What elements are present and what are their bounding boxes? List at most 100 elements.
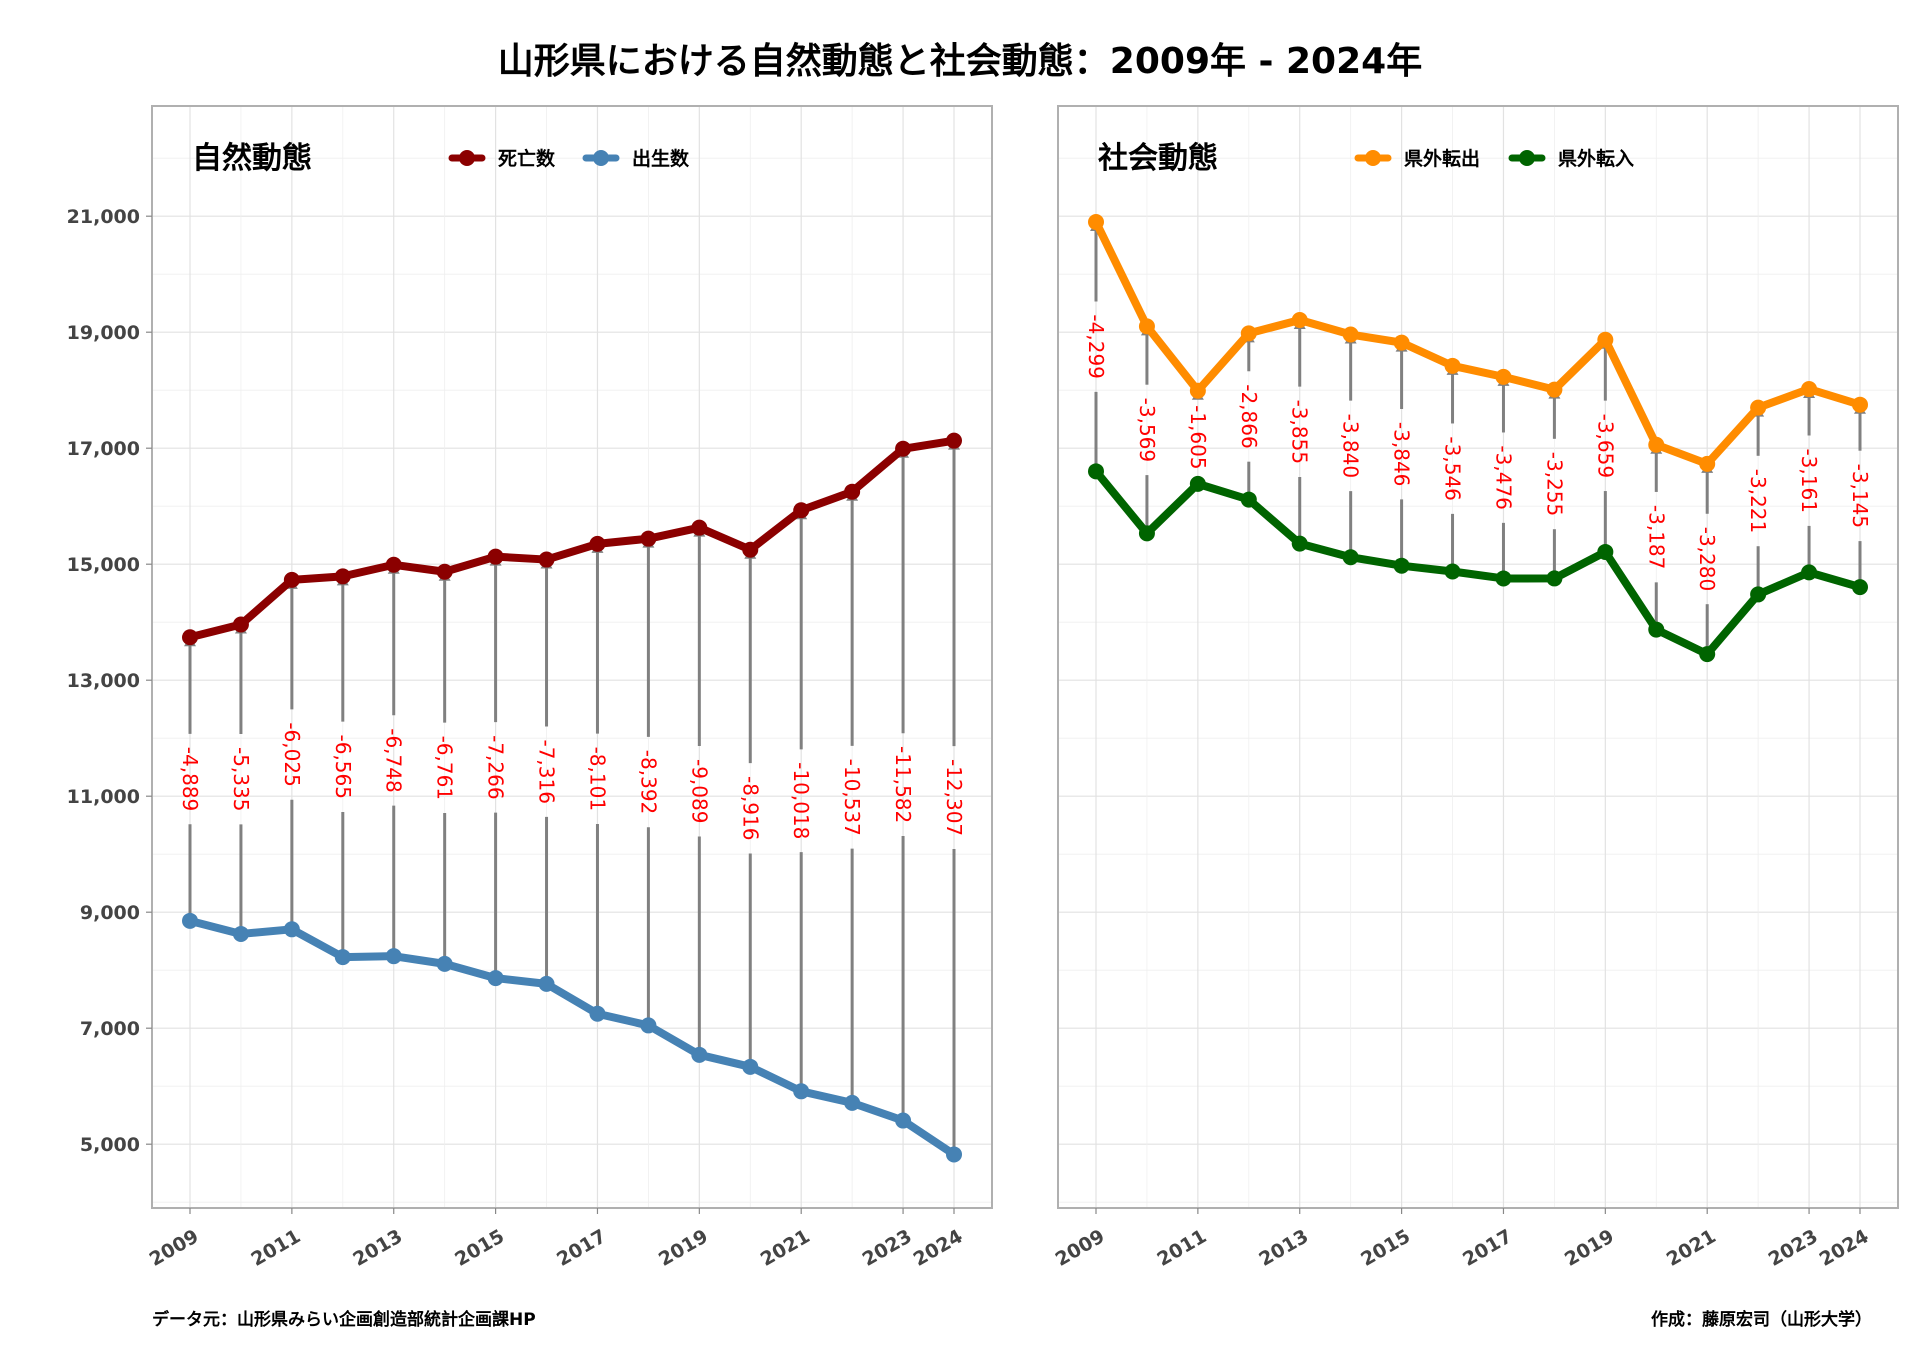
series-line-0 xyxy=(186,436,958,642)
x-tick-label: 2013 xyxy=(1255,1225,1312,1270)
x-tick-label: 2024 xyxy=(1816,1225,1873,1270)
difference-label: -6,025 xyxy=(280,722,304,786)
x-tick-label: 2019 xyxy=(1561,1225,1618,1270)
series-point-0 xyxy=(1088,214,1104,230)
series-point-0 xyxy=(946,432,962,449)
series-point-0 xyxy=(487,548,504,565)
series-point-0 xyxy=(1597,331,1614,348)
series-point-1 xyxy=(1597,543,1614,560)
series-point-1 xyxy=(844,1094,861,1111)
difference-label: -7,266 xyxy=(484,735,508,799)
panel-title: 社会動態 xyxy=(1098,141,1218,176)
series-point-1 xyxy=(232,925,249,942)
series-point-1 xyxy=(1852,579,1868,596)
panel-border xyxy=(151,105,993,1209)
series-point-1 xyxy=(182,912,198,929)
series-point-1 xyxy=(640,1017,657,1034)
author-note: 作成：藤原宏司（山形大学） xyxy=(1651,1310,1872,1330)
series-point-0 xyxy=(232,616,249,633)
difference-label: -9,089 xyxy=(687,759,711,823)
x-tick-label: 2015 xyxy=(1357,1225,1414,1270)
series-point-1 xyxy=(1444,563,1461,580)
y-tick-label: 15,000 xyxy=(67,554,140,576)
legend-swatch-point xyxy=(1519,150,1535,166)
y-tick-label: 21,000 xyxy=(67,206,140,228)
series-point-1 xyxy=(487,970,504,987)
difference-label: -3,546 xyxy=(1441,436,1465,500)
series-point-1 xyxy=(538,975,555,992)
y-tick-label: 13,000 xyxy=(67,670,140,692)
series-point-1 xyxy=(1648,621,1665,638)
legend-item-1: 県外転入 xyxy=(1508,147,1634,170)
difference-label: -3,840 xyxy=(1339,414,1363,478)
x-tick-label: 2017 xyxy=(1459,1225,1516,1270)
series-point-0 xyxy=(742,541,759,558)
series-point-1 xyxy=(385,948,402,965)
series-point-1 xyxy=(436,955,453,972)
series-point-0 xyxy=(385,556,402,573)
y-tick-label: 11,000 xyxy=(67,786,140,808)
y-tick-label: 19,000 xyxy=(67,322,140,344)
series-point-1 xyxy=(334,949,351,966)
series-point-0 xyxy=(1699,455,1716,472)
series-point-1 xyxy=(1088,463,1104,480)
difference-label: -3,187 xyxy=(1644,505,1668,569)
difference-label: -3,476 xyxy=(1491,445,1515,509)
difference-label: -6,761 xyxy=(433,736,457,800)
legend-swatch-point xyxy=(1365,150,1381,166)
series-point-0 xyxy=(1291,312,1308,329)
difference-label: -4,299 xyxy=(1084,314,1108,378)
series-point-0 xyxy=(1495,368,1512,385)
series-point-0 xyxy=(895,440,912,457)
series-point-0 xyxy=(793,502,810,519)
series-point-0 xyxy=(182,629,198,646)
difference-label: -3,145 xyxy=(1848,464,1872,528)
difference-label: -7,316 xyxy=(535,739,559,803)
series-point-0 xyxy=(1546,381,1563,398)
x-tick-label: 2021 xyxy=(757,1225,814,1270)
legend-item-0: 死亡数 xyxy=(448,147,556,170)
x-tick-label: 2023 xyxy=(859,1225,916,1270)
difference-label: -3,255 xyxy=(1542,452,1566,516)
series-point-1 xyxy=(793,1083,810,1100)
series-point-1 xyxy=(1699,646,1716,663)
difference-label: -8,916 xyxy=(738,776,762,840)
series-point-0 xyxy=(1444,357,1461,374)
legend-label: 出生数 xyxy=(632,147,690,170)
series-point-0 xyxy=(1393,334,1410,351)
x-tick-label: 2011 xyxy=(1154,1225,1211,1270)
series-point-0 xyxy=(640,530,657,547)
series-point-1 xyxy=(1801,564,1818,581)
series-point-1 xyxy=(1546,570,1563,587)
series-point-1 xyxy=(1189,475,1206,492)
difference-label: -3,659 xyxy=(1593,414,1617,478)
series-point-1 xyxy=(1342,549,1359,566)
series-line-1 xyxy=(186,916,958,1159)
legend-label: 死亡数 xyxy=(498,147,556,170)
series-point-0 xyxy=(1801,381,1818,398)
y-tick-label: 5,000 xyxy=(80,1134,140,1156)
series-point-1 xyxy=(1291,535,1308,552)
x-tick-label: 2015 xyxy=(451,1225,508,1270)
grid-lines xyxy=(1058,106,1898,1208)
data-source-note: データ元：山形県みらい企画創造部統計企画課HP xyxy=(152,1310,536,1330)
difference-label: -10,537 xyxy=(840,759,864,836)
y-tick-label: 9,000 xyxy=(80,902,140,924)
x-tick-label: 2023 xyxy=(1765,1225,1822,1270)
difference-label: -12,307 xyxy=(942,759,966,836)
difference-label: -11,582 xyxy=(891,746,915,823)
series-line-1 xyxy=(1092,467,1864,659)
series-point-0 xyxy=(1240,325,1257,342)
difference-label: -5,335 xyxy=(229,747,253,811)
y-tick-label: 7,000 xyxy=(80,1018,140,1040)
difference-label: -3,221 xyxy=(1746,469,1770,533)
series-point-0 xyxy=(1342,326,1359,343)
legend-label: 県外転出 xyxy=(1404,147,1480,170)
x-tick-label: 2009 xyxy=(1052,1225,1109,1270)
series-point-1 xyxy=(895,1112,912,1129)
x-tick-label: 2017 xyxy=(553,1225,610,1270)
series-point-1 xyxy=(742,1058,759,1075)
chart-title: 山形県における自然動態と社会動態：2009年 - 2024年 xyxy=(497,41,1423,82)
